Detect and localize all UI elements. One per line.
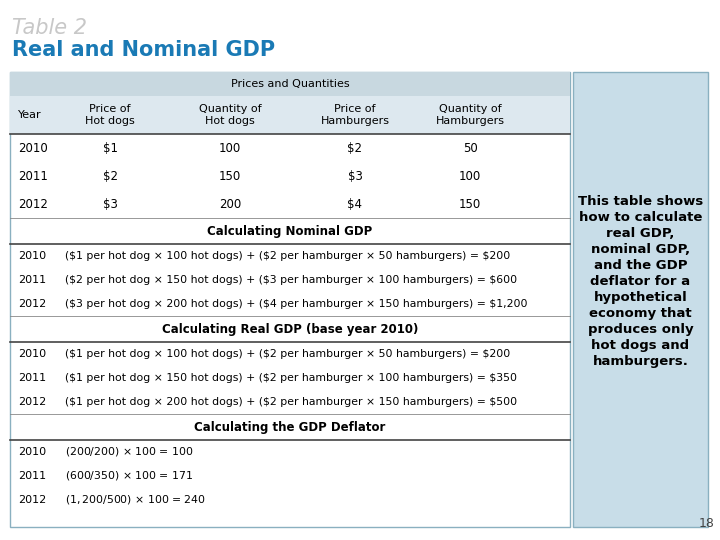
Text: Calculating Nominal GDP: Calculating Nominal GDP (207, 225, 373, 238)
Text: ($600 / $350) × 100 = 171: ($600 / $350) × 100 = 171 (65, 469, 193, 483)
Text: 2012: 2012 (18, 198, 48, 211)
Text: ($3 per hot dog × 200 hot dogs) + ($4 per hamburger × 150 hamburgers) = $1,200: ($3 per hot dog × 200 hot dogs) + ($4 pe… (65, 299, 528, 309)
Text: Calculating the GDP Deflator: Calculating the GDP Deflator (194, 421, 386, 434)
Text: 2011: 2011 (18, 275, 46, 285)
Text: ($1 per hot dog × 150 hot dogs) + ($2 per hamburger × 100 hamburgers) = $350: ($1 per hot dog × 150 hot dogs) + ($2 pe… (65, 373, 517, 383)
Text: 150: 150 (459, 198, 481, 211)
Text: Calculating Real GDP (base year 2010): Calculating Real GDP (base year 2010) (162, 322, 418, 335)
Text: 2010: 2010 (18, 251, 46, 261)
Text: 18: 18 (699, 517, 715, 530)
Text: nominal GDP,: nominal GDP, (591, 243, 690, 256)
Text: $3: $3 (102, 198, 117, 211)
Text: 50: 50 (463, 141, 477, 154)
Text: 2011: 2011 (18, 373, 46, 383)
Text: ($1,200 / $500) × 100 = 240: ($1,200 / $500) × 100 = 240 (65, 494, 206, 507)
Text: Table 2: Table 2 (12, 18, 87, 38)
Text: and the GDP: and the GDP (594, 259, 688, 272)
Text: $4: $4 (348, 198, 362, 211)
Text: Real and Nominal GDP: Real and Nominal GDP (12, 40, 275, 60)
Text: Prices and Quantities: Prices and Quantities (230, 79, 349, 89)
Text: 2011: 2011 (18, 170, 48, 183)
Text: 150: 150 (219, 170, 241, 183)
Text: hot dogs and: hot dogs and (591, 339, 690, 352)
Text: deflator for a: deflator for a (590, 275, 690, 288)
Text: ($2 per hot dog × 150 hot dogs) + ($3 per hamburger × 100 hamburgers) = $600: ($2 per hot dog × 150 hot dogs) + ($3 pe… (65, 275, 517, 285)
Text: Price of
Hamburgers: Price of Hamburgers (320, 104, 390, 126)
Text: Year: Year (18, 110, 42, 120)
Text: 2012: 2012 (18, 495, 46, 505)
FancyBboxPatch shape (573, 72, 708, 527)
FancyBboxPatch shape (10, 96, 570, 134)
Text: hypothetical: hypothetical (593, 291, 688, 304)
Text: 2012: 2012 (18, 397, 46, 407)
FancyBboxPatch shape (10, 72, 570, 96)
Text: 100: 100 (459, 170, 481, 183)
Text: ($200 / $200) × 100 = 100: ($200 / $200) × 100 = 100 (65, 446, 194, 458)
Text: 2010: 2010 (18, 349, 46, 359)
FancyBboxPatch shape (10, 72, 570, 527)
Text: 200: 200 (219, 198, 241, 211)
Text: Quantity of
Hot dogs: Quantity of Hot dogs (199, 104, 261, 126)
Text: real GDP,: real GDP, (606, 227, 675, 240)
Text: $3: $3 (348, 170, 362, 183)
Text: ($1 per hot dog × 100 hot dogs) + ($2 per hamburger × 50 hamburgers) = $200: ($1 per hot dog × 100 hot dogs) + ($2 pe… (65, 349, 510, 359)
Text: $2: $2 (102, 170, 117, 183)
Text: $2: $2 (348, 141, 362, 154)
Text: Quantity of
Hamburgers: Quantity of Hamburgers (436, 104, 505, 126)
Text: how to calculate: how to calculate (579, 211, 702, 224)
Text: This table shows: This table shows (578, 195, 703, 208)
Text: $1: $1 (102, 141, 117, 154)
Text: produces only: produces only (588, 323, 693, 336)
Text: Price of
Hot dogs: Price of Hot dogs (85, 104, 135, 126)
Text: 2011: 2011 (18, 471, 46, 481)
Text: 2010: 2010 (18, 447, 46, 457)
Text: 2010: 2010 (18, 141, 48, 154)
Text: 2012: 2012 (18, 299, 46, 309)
Text: hamburgers.: hamburgers. (593, 355, 688, 368)
Text: ($1 per hot dog × 100 hot dogs) + ($2 per hamburger × 50 hamburgers) = $200: ($1 per hot dog × 100 hot dogs) + ($2 pe… (65, 251, 510, 261)
Text: economy that: economy that (589, 307, 692, 320)
Text: ($1 per hot dog × 200 hot dogs) + ($2 per hamburger × 150 hamburgers) = $500: ($1 per hot dog × 200 hot dogs) + ($2 pe… (65, 397, 517, 407)
Text: 100: 100 (219, 141, 241, 154)
